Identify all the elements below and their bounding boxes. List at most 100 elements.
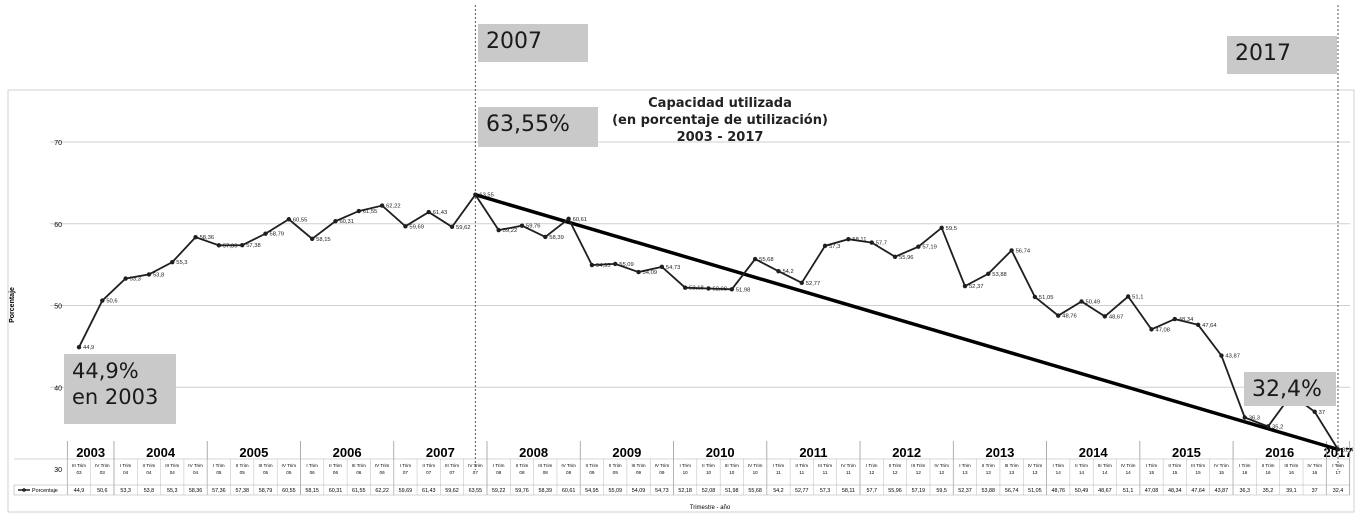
point-label: 61,55 <box>363 209 378 215</box>
table-value: 60,55 <box>282 488 296 494</box>
data-point <box>892 254 898 259</box>
table-value: 60,31 <box>329 488 343 494</box>
table-value: 37 <box>1312 488 1318 494</box>
category-year-label: 03 <box>100 470 106 475</box>
year-group-label: 2015 <box>1172 445 1201 460</box>
data-point <box>403 224 408 229</box>
data-point <box>869 240 874 245</box>
data-point <box>496 227 501 233</box>
category-quarter-label: II Trim <box>609 463 622 468</box>
point-label: 51,1 <box>1132 295 1143 301</box>
point-label: 52,08 <box>713 286 728 292</box>
point-label: 63,55 <box>479 193 494 199</box>
data-point <box>216 243 222 248</box>
category-year-label: 14 <box>1126 470 1132 475</box>
point-label: 54,95 <box>596 263 611 269</box>
data-point <box>846 237 851 242</box>
data-point <box>123 276 128 281</box>
point-label: 59,69 <box>409 224 424 230</box>
table-value: 52,77 <box>795 488 809 494</box>
category-quarter-label: IV Trim <box>561 463 576 468</box>
point-label: 48,67 <box>1109 314 1124 320</box>
year-group-labels: 2003 2004 2005 2006 2007 2008 2009 2010 2011 2012… <box>66 441 1352 495</box>
category-quarter-label: IV Trim <box>1121 463 1136 468</box>
point-label: 58,39 <box>549 235 564 241</box>
data-point <box>1172 316 1177 322</box>
category-quarter-label: II Trim <box>143 463 156 468</box>
category-year-label: 13 <box>986 470 992 475</box>
table-value: 57,19 <box>912 488 926 494</box>
data-point <box>566 216 571 221</box>
data-point <box>1335 447 1341 452</box>
category-quarter-label: IV Trim <box>748 463 763 468</box>
data-point <box>193 234 198 240</box>
category-quarter-label: III Trim <box>1098 463 1112 468</box>
table-value: 54,2 <box>773 488 784 494</box>
data-point <box>309 236 315 242</box>
table-value: 51,1 <box>1123 488 1134 494</box>
category-year-label: 09 <box>659 470 665 475</box>
category-quarter-label: III Trim <box>1284 463 1298 468</box>
category-quarter-label: IV Trim <box>655 463 670 468</box>
year-group-label: 2012 <box>892 445 921 460</box>
category-quarter-label: III Trim <box>72 463 86 468</box>
category-quarter-label: IV Trim <box>1214 463 1229 468</box>
category-quarter-label: I Trim <box>959 463 971 468</box>
category-quarter-label: IV Trim <box>468 463 483 468</box>
year-group-label: 2004 <box>146 445 176 460</box>
point-label: 43,87 <box>1225 354 1240 360</box>
year-group-label: 2013 <box>985 445 1014 460</box>
category-quarter-label: I Trim <box>679 463 691 468</box>
series-line <box>78 193 1339 450</box>
category-year-label: 09 <box>613 470 619 475</box>
point-label: 51,98 <box>736 287 751 293</box>
data-point <box>962 283 968 289</box>
point-label: 57,38 <box>246 243 261 249</box>
table-value: 61,55 <box>352 488 366 494</box>
category-year-label: 16 <box>1312 470 1318 475</box>
callout-2003-caption: en 2003 <box>72 385 159 410</box>
point-label: 54,09 <box>643 270 658 276</box>
category-quarter-label: I Trim <box>493 463 505 468</box>
category-quarter-label: III Trim <box>352 463 366 468</box>
table-value: 51,05 <box>1028 488 1042 494</box>
category-year-label: 15 <box>1219 470 1225 475</box>
data-point <box>1056 313 1061 318</box>
table-value: 57,38 <box>235 488 249 494</box>
category-year-label: 15 <box>1196 470 1202 475</box>
data-point <box>1149 327 1154 332</box>
table-value: 58,36 <box>189 488 203 494</box>
category-quarter-label: II Trim <box>702 463 715 468</box>
callout-year-2017: 2017 <box>1227 36 1337 74</box>
table-value: 50,6 <box>97 488 108 494</box>
category-year-label: 06 <box>333 470 339 475</box>
category-quarter-label: I Trim <box>120 463 132 468</box>
data-point <box>240 242 245 248</box>
category-quarter-label: III Trim <box>538 463 552 468</box>
point-label: 36,3 <box>1249 415 1260 421</box>
data-point <box>449 224 455 230</box>
data-point <box>333 219 338 224</box>
data-point <box>356 208 361 214</box>
category-year-label: 06 <box>380 470 386 475</box>
category-quarter-label: II Trim <box>982 463 995 468</box>
vertical-markers <box>474 5 1339 470</box>
callout-2003-value: 44,9% <box>72 359 139 383</box>
year-group-label: 2009 <box>612 445 641 460</box>
table-value: 59,5 <box>936 488 947 494</box>
point-label: 47,08 <box>1155 327 1170 333</box>
point-label: 55,68 <box>759 257 774 263</box>
table-value: 61,43 <box>422 488 436 494</box>
category-year-label: 10 <box>706 470 712 475</box>
table-value: 58,15 <box>305 488 319 494</box>
point-label: 48,34 <box>1179 317 1194 323</box>
table-value: 32,4 <box>1333 488 1344 494</box>
chart-title: Capacidad utilizada (en porcentaje de ut… <box>560 95 880 146</box>
table-value: 59,22 <box>492 488 506 494</box>
callout-value-2007: 63,55% <box>478 107 598 147</box>
trend-line <box>474 193 1339 452</box>
point-label: 53,8 <box>153 272 164 278</box>
x-axis-label: Trimestre - año <box>690 505 731 511</box>
category-quarter-label: III Trim <box>725 463 739 468</box>
